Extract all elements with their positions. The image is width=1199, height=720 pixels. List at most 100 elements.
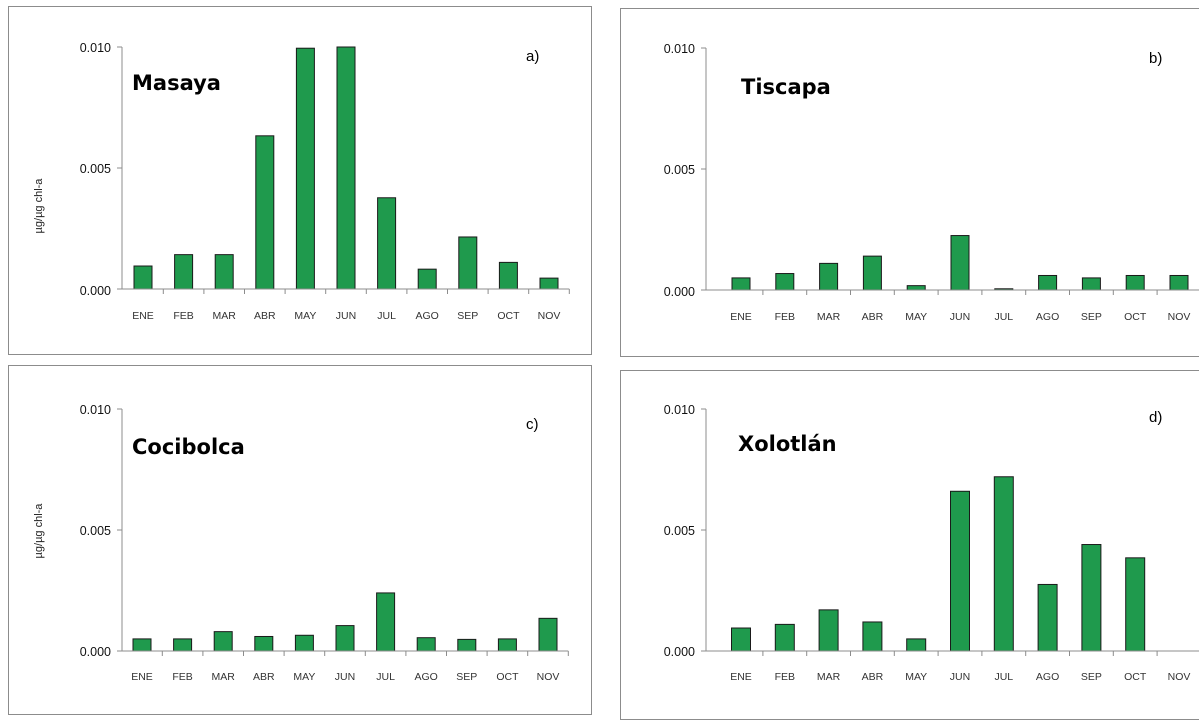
chart-svg-cocibolca: µg/µg chl-a 0.010 0.005 0.000 Cocibolca … xyxy=(8,365,592,715)
bar-abr xyxy=(256,136,274,289)
y-tick-label: 0.005 xyxy=(80,524,111,538)
panel-letter: d) xyxy=(1149,409,1162,426)
y-tick-label: 0.005 xyxy=(664,524,695,538)
lake-name: Xolotlán xyxy=(738,432,837,456)
chart-frame xyxy=(621,9,1199,357)
y-tick-label: 0.010 xyxy=(664,403,695,417)
x-tick-label: JUN xyxy=(336,310,356,322)
y-tick-label: 0.000 xyxy=(80,284,111,298)
bars-group xyxy=(732,236,1188,290)
bar-mar xyxy=(820,263,838,290)
x-tick-label: MAR xyxy=(817,311,841,323)
x-tick-label: OCT xyxy=(1124,671,1147,683)
bar-may xyxy=(907,286,925,290)
bar-mar xyxy=(819,610,838,651)
bar-jun xyxy=(337,47,355,289)
x-tick-label: MAR xyxy=(212,671,236,683)
x-tick-label: ABR xyxy=(254,310,276,322)
bar-ene xyxy=(133,639,151,651)
bar-ene xyxy=(134,266,152,289)
y-tick-label: 0.000 xyxy=(80,645,111,659)
x-tick-label: SEP xyxy=(456,671,477,683)
x-tick-label: SEP xyxy=(457,310,478,322)
x-tick-label: AGO xyxy=(1036,671,1059,683)
x-tick-label: ENE xyxy=(730,311,752,323)
bar-nov xyxy=(1170,275,1188,290)
bar-jun xyxy=(951,236,969,290)
y-tick-label: 0.000 xyxy=(664,285,695,299)
bar-ago xyxy=(417,638,435,651)
bar-sep xyxy=(458,639,476,651)
bar-sep xyxy=(1082,545,1101,651)
bar-may xyxy=(295,635,313,651)
bar-oct xyxy=(499,262,517,289)
bar-sep xyxy=(1082,278,1100,290)
x-tick-label: FEB xyxy=(172,671,192,683)
x-tick-label: ENE xyxy=(131,671,153,683)
bar-may xyxy=(907,639,926,651)
y-tick-label: 0.010 xyxy=(664,42,695,56)
bar-feb xyxy=(776,274,794,290)
x-tick-label: JUN xyxy=(950,311,970,323)
y-tick-label: 0.000 xyxy=(664,645,695,659)
x-tick-label: MAY xyxy=(905,671,927,683)
lake-name: Masaya xyxy=(132,71,221,95)
x-tick-label: FEB xyxy=(173,310,193,322)
y-tick-label: 0.005 xyxy=(664,163,695,177)
bar-abr xyxy=(255,636,273,651)
x-tick-label: FEB xyxy=(775,671,795,683)
x-tick-label: ENE xyxy=(132,310,154,322)
x-tick-label: ABR xyxy=(862,671,884,683)
bar-jun xyxy=(951,491,970,651)
x-tick-label: OCT xyxy=(1124,311,1147,323)
x-tick-label: SEP xyxy=(1081,311,1102,323)
bar-ene xyxy=(732,628,751,651)
x-tick-label: JUL xyxy=(376,671,395,683)
x-tick-label: NOV xyxy=(538,310,561,322)
chart-panel-cocibolca: µg/µg chl-a 0.010 0.005 0.000 Cocibolca … xyxy=(8,365,592,715)
bar-abr xyxy=(863,256,881,290)
bar-mar xyxy=(215,255,233,289)
chart-frame xyxy=(9,366,592,715)
x-tick-label: ABR xyxy=(253,671,275,683)
bar-feb xyxy=(175,255,193,289)
lake-name: Cocibolca xyxy=(132,435,245,459)
panel-letter: b) xyxy=(1149,50,1162,67)
x-tick-label: NOV xyxy=(1168,671,1191,683)
lake-name: Tiscapa xyxy=(741,75,831,99)
bar-sep xyxy=(459,237,477,289)
y-tick-label: 0.010 xyxy=(80,403,111,417)
x-tick-label: ABR xyxy=(862,311,884,323)
x-tick-label: MAY xyxy=(294,310,316,322)
x-tick-label: JUL xyxy=(994,671,1013,683)
bar-ago xyxy=(1038,584,1057,651)
y-axis-label: µg/µg chl-a xyxy=(33,178,45,234)
bars-group xyxy=(732,477,1145,651)
bar-ago xyxy=(418,269,436,289)
x-tick-label: NOV xyxy=(537,671,560,683)
bar-oct xyxy=(498,639,516,651)
x-tick-label: OCT xyxy=(497,310,520,322)
x-tick-label: MAY xyxy=(293,671,315,683)
y-tick-label: 0.005 xyxy=(80,162,111,176)
bar-feb xyxy=(775,624,794,651)
x-tick-label: MAY xyxy=(905,311,927,323)
bar-jun xyxy=(336,626,354,651)
bar-oct xyxy=(1126,275,1144,290)
bar-feb xyxy=(174,639,192,651)
x-tick-label: MAR xyxy=(817,671,841,683)
bar-jul xyxy=(378,198,396,289)
x-tick-label: JUL xyxy=(377,310,396,322)
x-tick-label: SEP xyxy=(1081,671,1102,683)
bar-ago xyxy=(1039,275,1057,290)
panel-letter: c) xyxy=(526,416,539,433)
panel-letter: a) xyxy=(526,48,539,65)
bars-group xyxy=(133,593,557,651)
